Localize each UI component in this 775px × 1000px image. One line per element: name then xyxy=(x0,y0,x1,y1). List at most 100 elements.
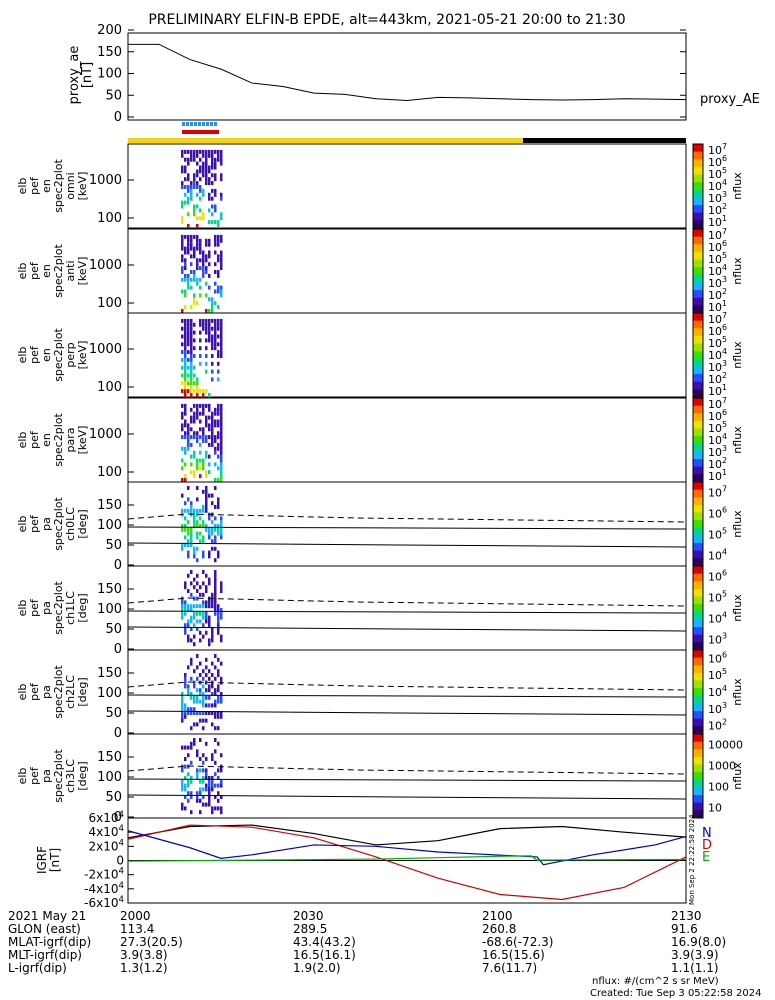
heat-cell xyxy=(196,627,199,631)
heat-cell xyxy=(214,407,217,412)
colorbar-segment xyxy=(693,436,703,445)
heat-cell xyxy=(199,196,202,201)
heat-cell xyxy=(184,711,187,715)
heat-cell xyxy=(202,192,205,197)
heat-cell xyxy=(190,377,193,382)
heat-cell xyxy=(187,745,190,750)
spec-ytick-label: 100 xyxy=(97,380,122,395)
heat-cell xyxy=(217,550,220,555)
heat-cell xyxy=(205,369,208,374)
spec-ytick-label: 150 xyxy=(97,750,122,765)
heat-cell xyxy=(181,165,184,170)
heat-cell xyxy=(181,381,184,386)
heat-cell xyxy=(187,779,190,784)
heat-cell xyxy=(187,161,190,166)
heat-cell xyxy=(202,779,205,784)
heat-cell xyxy=(184,676,187,681)
heat-cell xyxy=(196,768,199,773)
heat-cell xyxy=(205,680,208,685)
heat-cell xyxy=(190,415,193,420)
heat-cell xyxy=(217,673,220,677)
heat-cell xyxy=(199,246,202,251)
heat-cell xyxy=(184,330,187,335)
heat-cell xyxy=(220,411,223,416)
heat-cell xyxy=(217,403,220,408)
heat-cell xyxy=(196,676,199,681)
heat-cell xyxy=(217,630,220,635)
heat-cell xyxy=(208,181,211,186)
ae-ytick-label: 150 xyxy=(97,45,122,60)
heat-cell xyxy=(211,638,214,643)
heat-cell xyxy=(196,153,199,158)
heat-cell xyxy=(190,385,193,390)
heat-cell xyxy=(211,173,214,178)
heat-cell xyxy=(214,234,217,239)
heat-cell xyxy=(202,411,205,416)
colorbar-tick-label: 105 xyxy=(708,166,727,181)
heat-cell xyxy=(187,435,190,440)
heat-cell xyxy=(181,342,184,347)
heat-cell xyxy=(184,611,187,616)
heat-cell xyxy=(184,508,187,513)
heat-cell xyxy=(205,573,208,578)
heat-cell xyxy=(196,185,199,189)
heat-cell xyxy=(187,196,190,201)
heat-cell xyxy=(193,435,196,440)
heat-cell xyxy=(220,161,223,166)
heat-cell xyxy=(199,285,202,290)
heat-cell xyxy=(214,188,217,193)
igrf-legend-label: N xyxy=(702,826,712,841)
heat-cell xyxy=(193,611,196,616)
heat-cell xyxy=(193,415,196,420)
heat-cell xyxy=(214,611,217,616)
heat-cell xyxy=(181,508,184,513)
heat-cell xyxy=(199,779,202,784)
spec-ylabel: elbpefpaspec2plotch0LC[deg] xyxy=(16,497,89,551)
footer-row-label: 2021 May 21 xyxy=(8,909,87,923)
heat-cell xyxy=(214,806,217,811)
heat-cell xyxy=(196,520,199,525)
heat-cell xyxy=(190,692,193,696)
heat-cell xyxy=(214,726,217,731)
colorbar-segment xyxy=(693,428,703,437)
heat-cell xyxy=(208,531,211,536)
heat-cell xyxy=(217,623,220,628)
heat-cell xyxy=(208,642,211,647)
ae-ytick-label: 50 xyxy=(105,88,122,103)
heat-cell xyxy=(208,196,211,201)
heat-cell xyxy=(220,450,223,455)
heat-cell xyxy=(181,435,184,440)
heat-cell xyxy=(193,699,196,704)
heat-cell xyxy=(202,634,205,639)
colorbar-tick-label: 104 xyxy=(708,548,727,563)
heat-cell xyxy=(211,546,214,551)
heat-cell xyxy=(202,508,205,513)
footer-cell: 1.3(1.2) xyxy=(120,961,168,975)
heat-cell xyxy=(208,581,211,586)
spec-ytick-label: 150 xyxy=(97,498,122,513)
heat-cell xyxy=(187,250,190,255)
heat-cell xyxy=(220,692,223,696)
heat-cell xyxy=(211,161,214,166)
heat-cell xyxy=(193,604,196,609)
colorbar-tick-label: 104 xyxy=(708,347,727,362)
heat-cell xyxy=(181,802,184,807)
heat-cell xyxy=(211,411,214,416)
colorbar-segment xyxy=(693,688,703,697)
heat-cell xyxy=(193,684,196,689)
heat-cell xyxy=(220,753,223,758)
heat-cell xyxy=(184,373,187,378)
heat-cell xyxy=(196,301,199,306)
heat-cell xyxy=(184,334,187,339)
heat-cell xyxy=(211,673,214,677)
heat-cell xyxy=(205,505,208,509)
heat-cell xyxy=(190,354,193,358)
heat-cell xyxy=(187,573,190,578)
heat-cell xyxy=(190,543,193,547)
heat-cell xyxy=(184,581,187,586)
heat-cell xyxy=(211,806,214,811)
heat-cell xyxy=(187,322,190,327)
heat-cell xyxy=(190,791,193,796)
heat-cell xyxy=(199,711,202,715)
heat-cell xyxy=(196,262,199,267)
